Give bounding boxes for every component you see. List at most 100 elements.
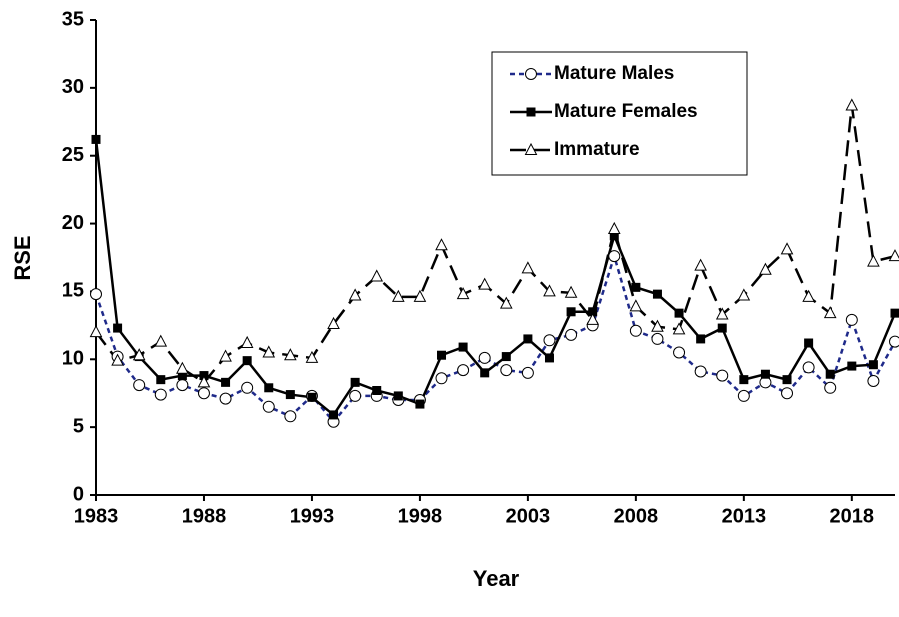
marker: [480, 368, 490, 378]
y-tick-label: 30: [62, 76, 84, 98]
marker: [285, 390, 295, 400]
marker: [825, 369, 835, 379]
marker: [845, 98, 859, 111]
x-tick-label: 2013: [722, 505, 767, 527]
marker: [525, 68, 537, 80]
marker: [329, 410, 339, 420]
marker: [521, 261, 535, 274]
y-tick-label: 5: [73, 415, 84, 437]
y-tick-label: 25: [62, 144, 84, 166]
marker: [759, 262, 772, 275]
marker: [305, 350, 319, 363]
marker: [737, 288, 751, 301]
marker: [716, 369, 729, 382]
marker: [154, 388, 167, 401]
marker: [221, 377, 231, 387]
marker: [370, 269, 384, 282]
marker: [543, 334, 556, 347]
marker: [478, 351, 491, 364]
marker: [242, 356, 252, 366]
marker: [348, 288, 362, 301]
marker: [415, 399, 425, 409]
marker: [350, 377, 360, 387]
marker: [760, 369, 770, 379]
marker: [240, 335, 254, 348]
marker: [694, 365, 707, 378]
marker: [262, 345, 276, 358]
marker: [90, 288, 102, 301]
marker: [435, 372, 448, 385]
marker: [739, 375, 749, 385]
marker: [847, 361, 857, 371]
marker: [413, 289, 427, 302]
marker: [824, 381, 837, 394]
marker: [89, 325, 103, 338]
x-tick-label: 2003: [506, 505, 551, 527]
marker: [307, 392, 317, 402]
marker: [651, 332, 664, 345]
marker: [499, 296, 513, 309]
marker: [607, 221, 621, 234]
legend-label: Immature: [554, 139, 640, 160]
marker: [888, 249, 899, 262]
marker: [393, 391, 403, 401]
marker: [154, 334, 168, 347]
x-tick-label: 1988: [182, 505, 227, 527]
marker: [674, 308, 684, 318]
x-tick-label: 2018: [830, 505, 875, 527]
marker: [566, 307, 576, 317]
marker: [349, 389, 362, 402]
marker: [629, 324, 642, 337]
marker: [781, 387, 794, 400]
marker: [867, 254, 880, 267]
x-tick-label: 2008: [614, 505, 659, 527]
marker: [651, 319, 664, 332]
marker: [804, 338, 814, 348]
series-line: [94, 251, 897, 424]
marker: [802, 361, 815, 374]
marker: [608, 250, 621, 263]
marker: [133, 379, 146, 392]
marker: [802, 289, 815, 302]
legend-label: Mature Females: [554, 101, 698, 122]
marker: [327, 316, 340, 329]
marker: [694, 258, 707, 271]
marker: [845, 313, 858, 326]
marker: [672, 322, 686, 335]
marker: [526, 107, 536, 117]
x-tick-label: 1983: [74, 505, 119, 527]
marker: [478, 277, 492, 290]
marker: [284, 410, 297, 423]
marker: [372, 386, 382, 395]
y-tick-label: 10: [62, 348, 84, 370]
marker: [867, 375, 880, 387]
marker: [457, 364, 470, 377]
marker: [715, 307, 729, 320]
marker: [500, 364, 513, 377]
marker: [564, 285, 578, 298]
marker: [889, 335, 899, 348]
marker: [391, 289, 405, 302]
legend-label: Mature Males: [554, 63, 674, 84]
marker: [543, 284, 556, 297]
marker: [652, 289, 662, 299]
marker: [501, 352, 511, 362]
marker: [737, 389, 750, 402]
marker: [868, 360, 878, 370]
marker: [673, 346, 686, 359]
marker: [717, 323, 727, 333]
marker: [631, 282, 641, 292]
marker: [890, 308, 899, 318]
marker: [629, 299, 643, 312]
marker: [176, 379, 189, 392]
marker: [284, 348, 297, 361]
marker: [156, 375, 166, 385]
y-tick-label: 35: [62, 8, 84, 30]
marker: [523, 334, 533, 344]
y-tick-label: 20: [62, 212, 84, 234]
series-line: [94, 139, 897, 417]
marker: [780, 242, 794, 255]
marker: [176, 361, 189, 374]
marker: [544, 353, 554, 363]
